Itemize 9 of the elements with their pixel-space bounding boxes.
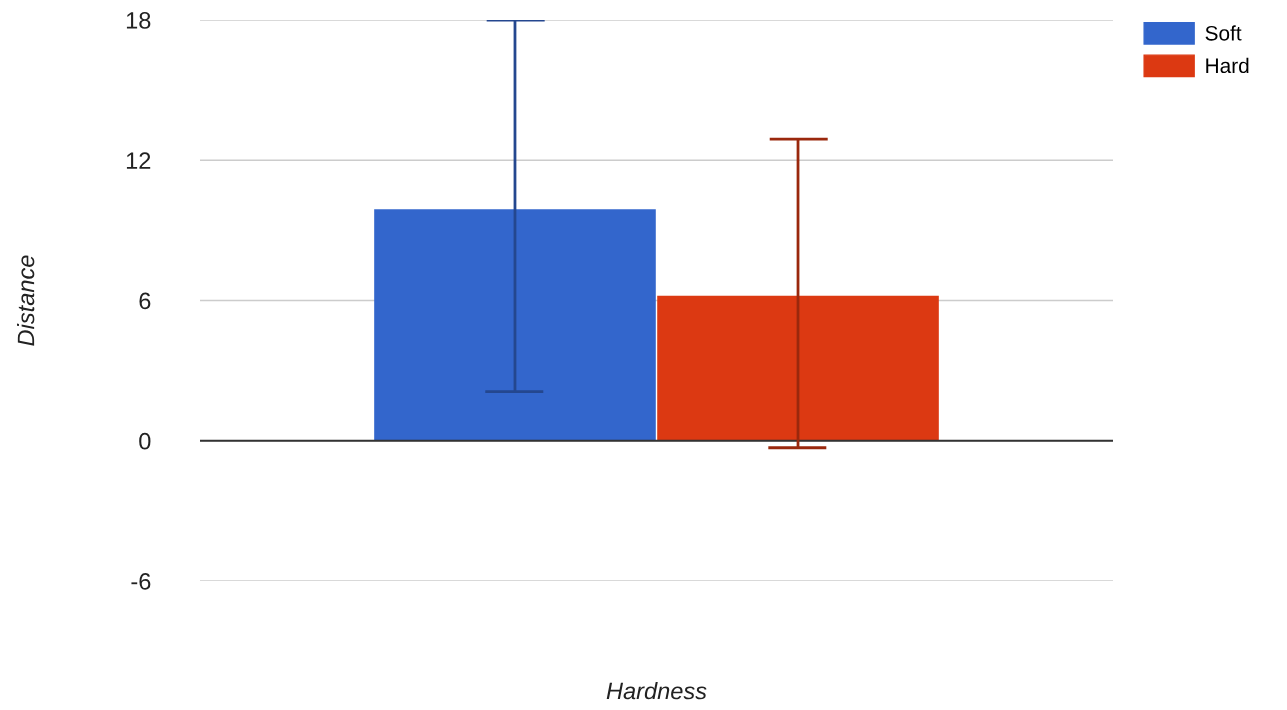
- y-tick-label: -6: [131, 573, 151, 590]
- legend-label: Soft: [1205, 25, 1242, 41]
- y-tick-label: 18: [126, 12, 151, 29]
- y-tick-label: 0: [139, 432, 151, 450]
- legend-label: Hard: [1206, 57, 1249, 74]
- y-axis-title: Distance: [17, 255, 35, 346]
- y-tick-label: 12: [126, 152, 151, 169]
- y-tick-label: 6: [139, 292, 151, 310]
- x-axis-title: Hardness: [606, 681, 707, 700]
